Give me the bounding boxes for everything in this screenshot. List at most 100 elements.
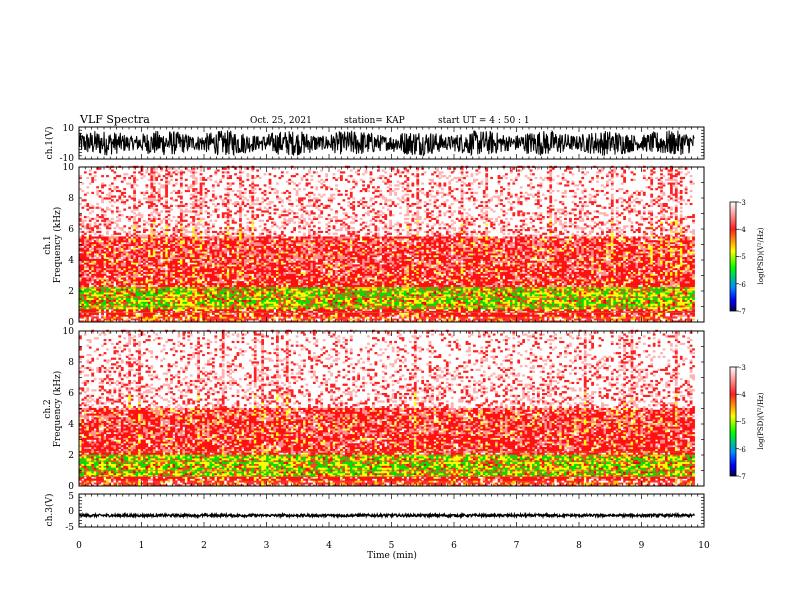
spectrogram-cell	[125, 234, 129, 237]
spectrogram-cell	[239, 232, 242, 235]
spectrogram-cell	[165, 258, 168, 261]
spectrogram-cell	[243, 299, 247, 302]
spectrogram-cell	[96, 219, 99, 222]
spectrogram-cell	[202, 308, 205, 312]
spectrogram-cell	[172, 262, 176, 265]
spectrogram-cell	[130, 273, 134, 276]
spectrogram-cell	[177, 297, 181, 300]
spectrogram-cell	[86, 225, 90, 228]
spectrogram-cell	[165, 303, 168, 306]
spectrogram-cell	[280, 301, 284, 304]
spectrogram-cell	[179, 219, 183, 222]
spectrogram-cell	[204, 232, 208, 235]
spectrogram-cell	[192, 303, 196, 306]
spectrogram-cell	[113, 269, 117, 273]
spectrogram-cell	[256, 307, 260, 310]
spectrogram-cell	[86, 290, 90, 293]
spectrogram-cell	[86, 269, 90, 273]
spectrogram-cell	[175, 288, 178, 291]
spectrogram-cell	[184, 314, 188, 317]
spectrogram-cell	[182, 227, 186, 230]
spectrogram-cell	[197, 262, 200, 265]
spectrogram-cell	[266, 312, 269, 315]
spectrogram-cell	[175, 297, 178, 300]
spectrogram-cell	[271, 310, 274, 313]
spectrogram-cell	[128, 255, 132, 258]
spectrogram-cell	[194, 260, 198, 263]
spectrogram-cell	[243, 197, 247, 200]
spectrogram-cell	[93, 273, 97, 276]
spectrogram-cell	[160, 184, 164, 187]
spectrogram-cell	[152, 314, 156, 317]
spectrogram-cell	[278, 312, 282, 315]
spectrogram-cell	[143, 227, 146, 230]
spectrogram-cell	[216, 269, 220, 273]
spectrogram-cell	[187, 308, 191, 312]
spectrogram-cell	[165, 227, 168, 230]
spectrogram-cell	[261, 266, 264, 269]
spectrogram-cell	[118, 240, 122, 243]
spectrogram-cell	[113, 299, 117, 302]
spectrogram-cell	[226, 176, 230, 180]
spectrogram-cell	[128, 320, 132, 323]
spectrogram-cell	[140, 173, 144, 176]
spectrogram-cell	[226, 242, 230, 245]
spectrogram-cell	[170, 273, 173, 276]
spectrogram-cell	[167, 294, 171, 297]
spectrogram-cell	[261, 245, 264, 248]
spectrogram-cell	[234, 292, 237, 295]
spectrogram-cell	[86, 253, 90, 256]
spectrogram-cell	[204, 178, 208, 181]
spectrogram-cell	[98, 253, 102, 256]
spectrogram-cell	[83, 245, 87, 248]
spectrogram-cell	[103, 316, 107, 319]
spectrogram-cell	[138, 292, 141, 295]
spectrogram-cell	[184, 243, 188, 247]
spectrogram-cell	[170, 308, 173, 312]
spectrogram-cell	[120, 247, 124, 250]
spectrogram-cell	[123, 310, 127, 313]
spectrogram-cell	[243, 320, 247, 323]
spectrogram-cell	[101, 251, 104, 254]
spectrogram-cell	[160, 284, 164, 287]
spectrogram-cell	[231, 269, 235, 273]
spectrogram-cell	[111, 320, 114, 323]
spectrogram-cell	[147, 223, 151, 226]
spectrogram-cell	[83, 297, 87, 300]
spectrogram-cell	[145, 234, 149, 237]
spectrogram-cell	[88, 173, 92, 176]
spectrogram-cell	[246, 275, 250, 278]
spectrogram-cell	[83, 256, 87, 260]
spectrogram-cell	[273, 294, 277, 297]
spectrogram-cell	[115, 318, 119, 321]
spectrogram-cell	[271, 255, 274, 258]
spectrogram-cell	[263, 240, 267, 243]
spectrogram-cell	[157, 290, 161, 293]
spectrogram-cell	[253, 245, 257, 248]
spectrogram-cell	[108, 191, 112, 194]
spectrogram-cell	[234, 262, 237, 265]
spectrogram-cell	[280, 294, 284, 297]
spectrogram-cell	[248, 273, 252, 276]
spectrogram-cell	[179, 264, 183, 267]
spectrogram-cell	[216, 279, 220, 282]
spectrogram-cell	[133, 268, 136, 271]
spectrogram-cell	[187, 238, 191, 241]
spectrogram-cell	[143, 312, 146, 315]
spectrogram-cell	[224, 275, 228, 278]
spectrogram-cell	[179, 260, 183, 263]
spectrogram-cell	[221, 251, 225, 254]
spectrogram-cell	[268, 238, 272, 241]
spectrogram-cell	[266, 229, 269, 232]
spectrogram-cell	[167, 242, 171, 245]
spectrogram-cell	[280, 288, 284, 291]
spectrogram-cell	[241, 253, 245, 256]
spectrogram-cell	[256, 215, 260, 219]
spectrogram-cell	[207, 212, 210, 215]
spectrogram-cell	[246, 178, 250, 181]
spectrogram-cell	[251, 307, 255, 310]
spectrogram-cell	[152, 236, 156, 239]
spectrogram-cell	[214, 316, 218, 319]
spectrogram-cell	[283, 221, 287, 224]
spectrogram-cell	[138, 242, 141, 245]
